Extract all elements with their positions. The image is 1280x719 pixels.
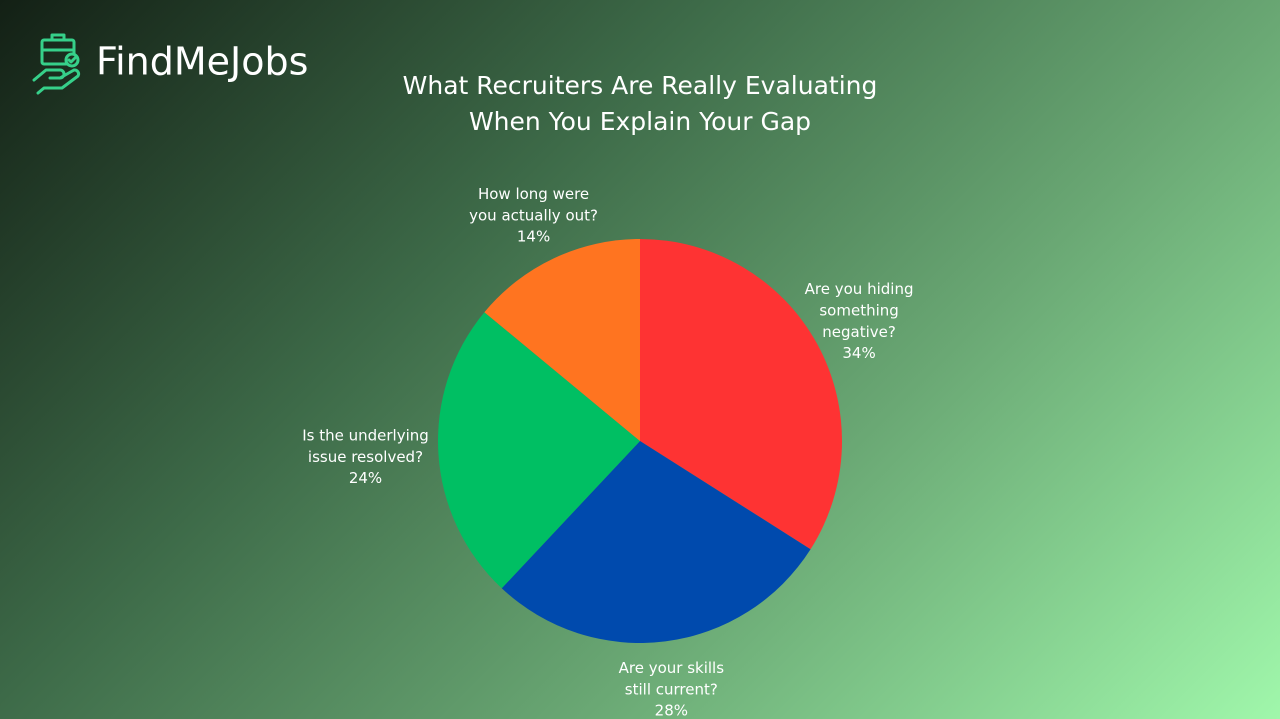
chart-title: What Recruiters Are Really Evaluating Whe…	[403, 71, 878, 136]
category-label: Are your skills still current?	[619, 659, 725, 699]
slice-label: Are you hiding something negative? 34%	[805, 280, 914, 363]
pie-slice	[640, 239, 842, 550]
pie-slice	[501, 441, 811, 644]
category-label: How long were you actually out?	[469, 184, 598, 224]
chart-title-text: What Recruiters Are Really Evaluating Whe…	[403, 71, 878, 136]
logo-icon	[32, 33, 81, 95]
value-label: 14%	[517, 227, 550, 245]
slice-label: Are your skills still current? 28%	[619, 659, 725, 719]
value-label: 34%	[842, 344, 875, 362]
category-label: Is the underlying issue resolved?	[302, 426, 429, 466]
slice-label: Is the underlying issue resolved? 24%	[302, 426, 429, 487]
pie-slice	[484, 239, 640, 441]
category-label: Are you hiding something negative?	[805, 280, 914, 341]
slice-label: How long were you actually out? 14%	[469, 184, 598, 245]
brand-name: FindMeJobs	[96, 40, 308, 84]
value-label: 24%	[349, 469, 382, 487]
value-label: 28%	[655, 702, 688, 719]
pie-slice	[437, 312, 640, 589]
